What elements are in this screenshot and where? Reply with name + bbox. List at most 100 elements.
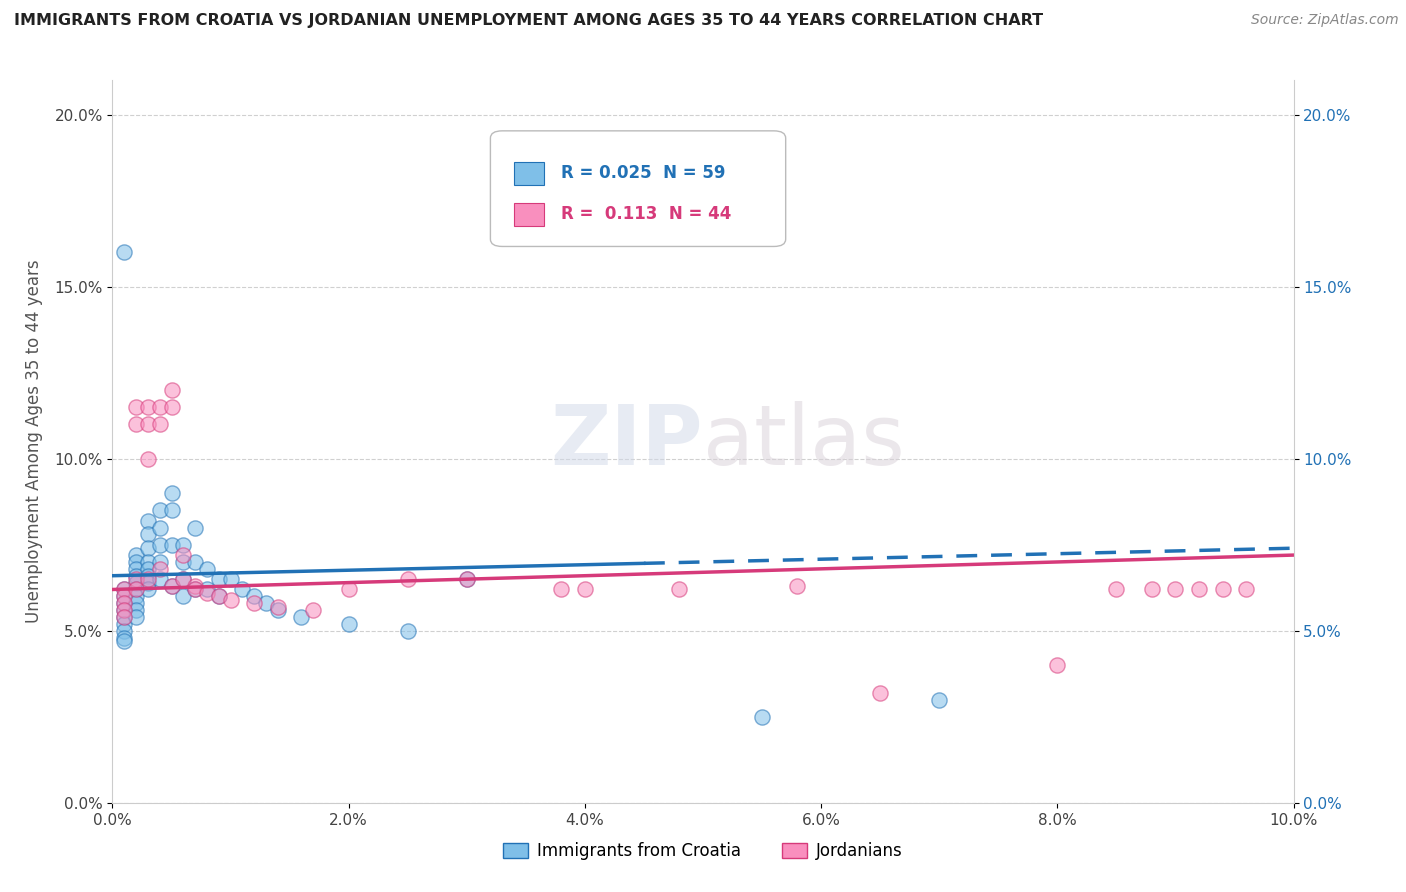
Point <box>160 503 183 517</box>
Text: Source: ZipAtlas.com: Source: ZipAtlas.com <box>1251 13 1399 28</box>
Legend: Immigrants from Croatia, Jordanians: Immigrants from Croatia, Jordanians <box>496 836 910 867</box>
FancyBboxPatch shape <box>491 131 786 246</box>
Point <box>1140 582 1163 597</box>
Point <box>456 572 478 586</box>
Point <box>112 582 135 597</box>
Point <box>456 572 478 586</box>
Point <box>160 400 183 414</box>
Point <box>337 616 360 631</box>
Point <box>125 582 148 597</box>
Text: R =  0.113  N = 44: R = 0.113 N = 44 <box>561 205 731 223</box>
Point <box>254 596 277 610</box>
Point <box>208 572 231 586</box>
Point <box>112 634 135 648</box>
Point <box>125 590 148 604</box>
Point <box>136 451 159 466</box>
Point <box>751 710 773 724</box>
Point <box>337 582 360 597</box>
Point <box>172 572 194 586</box>
Point <box>112 245 135 260</box>
Point <box>184 555 207 569</box>
Point <box>786 579 808 593</box>
Text: IMMIGRANTS FROM CROATIA VS JORDANIAN UNEMPLOYMENT AMONG AGES 35 TO 44 YEARS CORR: IMMIGRANTS FROM CROATIA VS JORDANIAN UNE… <box>14 13 1043 29</box>
Point <box>195 582 218 597</box>
Point <box>184 582 207 597</box>
Point <box>136 541 159 556</box>
Point <box>125 582 148 597</box>
Point <box>125 555 148 569</box>
Point <box>574 582 596 597</box>
Point <box>1046 658 1069 673</box>
Point <box>219 592 242 607</box>
Point <box>1188 582 1211 597</box>
Point <box>302 603 325 617</box>
Point <box>160 579 183 593</box>
Point <box>136 417 159 432</box>
Point <box>231 582 253 597</box>
Point <box>112 610 135 624</box>
Point <box>396 572 419 586</box>
Point <box>125 417 148 432</box>
Point <box>112 590 135 604</box>
Point <box>112 624 135 638</box>
Point <box>869 686 891 700</box>
Point <box>172 572 194 586</box>
Point <box>125 603 148 617</box>
Text: R = 0.025  N = 59: R = 0.025 N = 59 <box>561 164 725 182</box>
Point <box>112 631 135 645</box>
Point <box>112 616 135 631</box>
Point <box>928 692 950 706</box>
Point <box>1212 582 1234 597</box>
Point <box>668 582 690 597</box>
Point <box>396 624 419 638</box>
Point <box>149 562 172 576</box>
Point <box>195 586 218 600</box>
Point <box>112 590 135 604</box>
Point <box>184 520 207 534</box>
Point <box>136 568 159 582</box>
Point <box>195 562 218 576</box>
Point <box>243 596 266 610</box>
Point <box>172 538 194 552</box>
Text: atlas: atlas <box>703 401 904 482</box>
Point <box>149 520 172 534</box>
Point <box>290 610 312 624</box>
Point <box>219 572 242 586</box>
Point <box>172 555 194 569</box>
Point <box>1234 582 1257 597</box>
Point <box>136 514 159 528</box>
Point <box>243 590 266 604</box>
Point <box>112 603 135 617</box>
Point <box>160 486 183 500</box>
Point <box>125 548 148 562</box>
Point <box>112 596 135 610</box>
Point <box>112 603 135 617</box>
Point <box>136 572 159 586</box>
Point <box>160 579 183 593</box>
Point <box>136 555 159 569</box>
Point <box>125 575 148 590</box>
Point <box>136 562 159 576</box>
Point <box>112 596 135 610</box>
Point <box>267 599 290 614</box>
Point <box>208 590 231 604</box>
Point <box>136 582 159 597</box>
Point <box>1164 582 1187 597</box>
Point <box>172 590 194 604</box>
Bar <box>515 202 544 227</box>
Point <box>125 400 148 414</box>
Point <box>267 603 290 617</box>
Point <box>136 527 159 541</box>
Text: ZIP: ZIP <box>551 401 703 482</box>
Point <box>1105 582 1128 597</box>
Point <box>112 582 135 597</box>
Point <box>136 400 159 414</box>
Point <box>149 572 172 586</box>
Point <box>125 610 148 624</box>
Point <box>125 596 148 610</box>
Point <box>149 417 172 432</box>
Point <box>550 582 572 597</box>
Bar <box>515 161 544 185</box>
Point <box>136 575 159 590</box>
Point <box>149 503 172 517</box>
